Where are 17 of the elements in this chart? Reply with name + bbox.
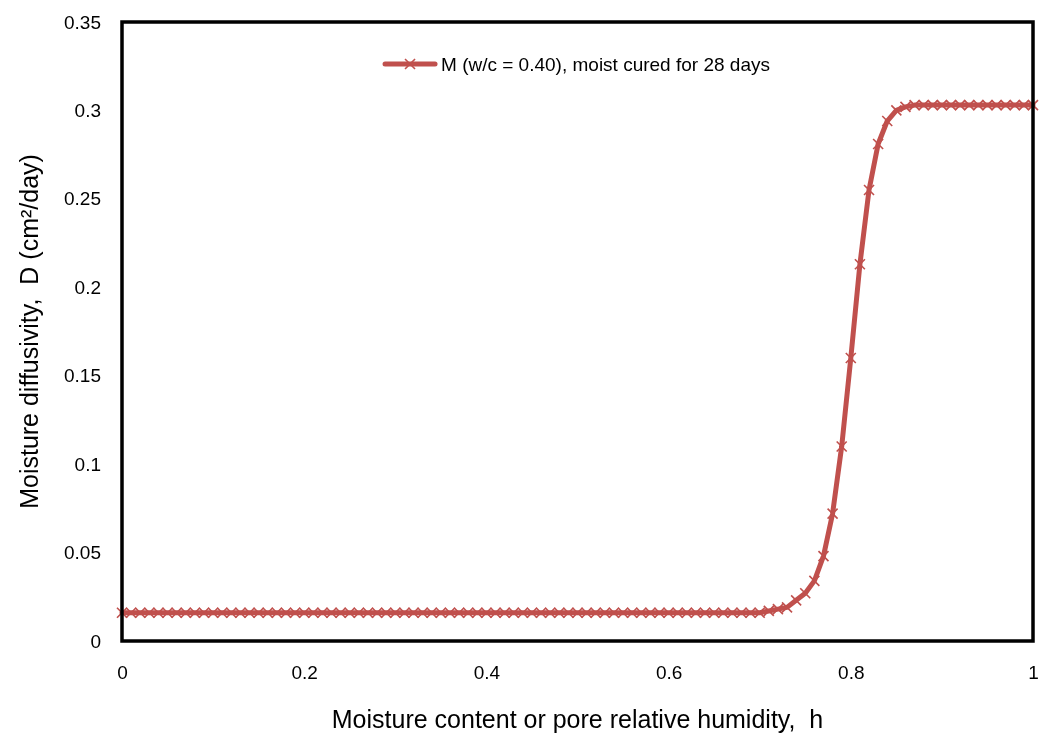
y-tick-label: 0.05: [64, 542, 101, 564]
y-tick-label: 0.2: [74, 276, 101, 298]
x-tick-label: 1: [1028, 662, 1039, 684]
x-axis-title: Moisture content or pore relative humidity, h: [331, 705, 824, 733]
y-tick-label: 0.15: [64, 365, 101, 387]
x-tick-label: 0.2: [291, 662, 318, 684]
y-tick-label: 0.35: [64, 11, 101, 33]
y-axis-title: Moisture diffusivity, D (cm²/day): [15, 154, 43, 509]
y-tick-label: 0.3: [74, 100, 101, 122]
y-tick-label: 0.25: [64, 188, 101, 210]
x-tick-label: 0.6: [655, 662, 683, 684]
legend-label: M (w/c = 0.40), moist cured for 28 days: [441, 53, 770, 75]
x-tick-label: 0: [117, 662, 128, 684]
y-tick-label: 0.1: [74, 453, 101, 475]
x-tick-label: 0.4: [473, 662, 501, 684]
x-tick-label: 0.8: [838, 662, 865, 684]
y-tick-label: 0: [90, 630, 101, 652]
